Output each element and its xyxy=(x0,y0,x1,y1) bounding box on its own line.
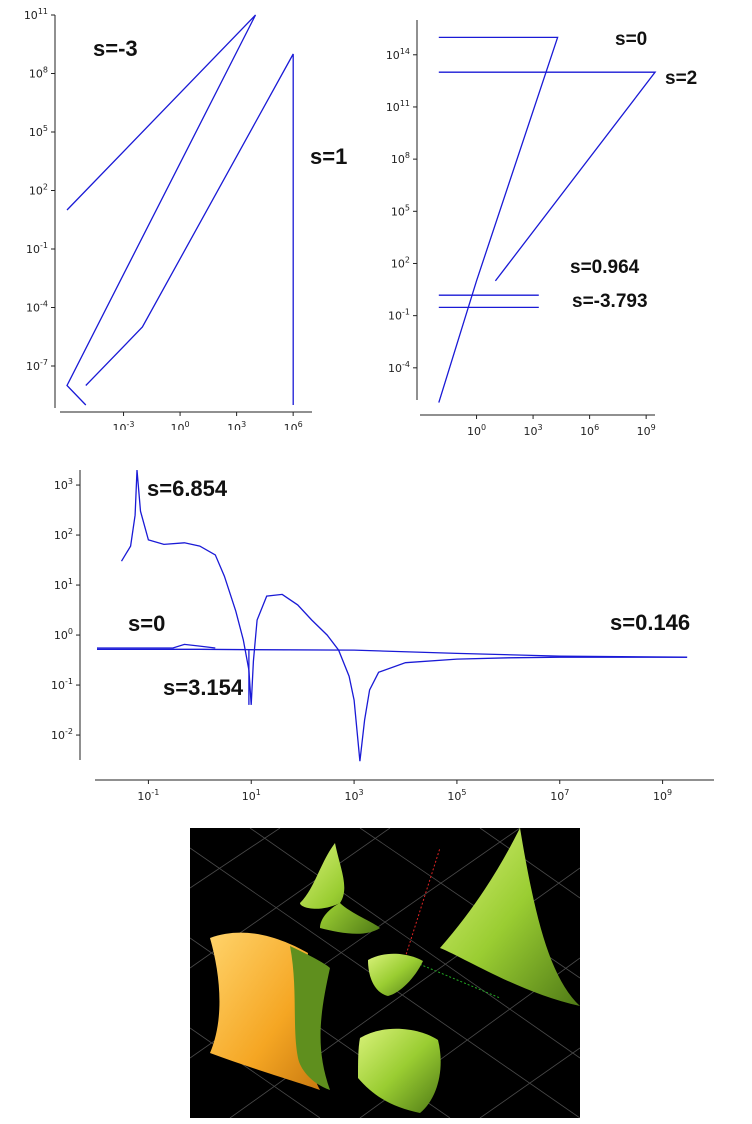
x-tick-label: 106 xyxy=(284,420,303,430)
y-tick-label: 10-4 xyxy=(26,300,48,315)
y-tick-label: 102 xyxy=(29,183,48,198)
y-tick-label: 1014 xyxy=(386,47,410,62)
x-tick-label: 105 xyxy=(447,788,466,803)
chart-2-svg: 100 103 106 109 1014 1011 108 105 102 10-1 10-4 s=0… xyxy=(386,20,697,438)
series-annotation: s=2 xyxy=(665,68,697,89)
x-tick-label: 106 xyxy=(580,423,599,438)
x-tick-label: 107 xyxy=(550,788,569,803)
surface-green-top xyxy=(300,843,380,934)
surface-green-right xyxy=(440,828,580,1006)
x-tick-label: 109 xyxy=(653,788,672,803)
series-annotation: s=3.154 xyxy=(163,675,244,700)
series-line-s-0 xyxy=(438,36,559,403)
series-line-s-1 xyxy=(85,53,294,405)
y-tick-label: 105 xyxy=(29,124,48,139)
series-line-s-0-146 xyxy=(97,648,688,658)
y-tick-label: 10-1 xyxy=(51,677,73,692)
series-annotation: s=0 xyxy=(615,29,647,50)
series-annotation: s=0.146 xyxy=(610,610,690,635)
y-tick-label: 102 xyxy=(54,527,73,542)
x-tick-label: 10-3 xyxy=(113,420,135,430)
chart-panel-3: 10-1 101 103 105 107 109 103 102 101 100 10-1 10-2 s… xyxy=(0,450,752,820)
y-tick-label: 10-1 xyxy=(388,308,410,323)
series-annotation: s=0 xyxy=(128,611,165,636)
y-tick-label: 102 xyxy=(391,255,410,270)
x-tick-label: 101 xyxy=(242,788,261,803)
surface-render xyxy=(189,827,581,1119)
surface-orange-left xyxy=(210,932,320,1090)
chart-3-svg: 10-1 101 103 105 107 109 103 102 101 100 10-1 10-2 s… xyxy=(51,469,714,803)
x-tick-label: 103 xyxy=(227,420,246,430)
series-annotation: s=1 xyxy=(310,144,347,169)
x-tick-label: 100 xyxy=(467,423,486,438)
y-tick-label: 108 xyxy=(391,151,410,166)
series-annotation: s=6.854 xyxy=(147,476,228,501)
y-tick-label: 105 xyxy=(391,203,410,218)
y-tick-label: 10-7 xyxy=(26,358,48,373)
series-annotation: s=-3 xyxy=(93,36,138,61)
x-tick-label: 103 xyxy=(524,423,543,438)
chart-panel-1: 10-3 100 103 106 1011 108 105 102 10-1 10-4 10-7 s=… xyxy=(0,0,370,435)
y-tick-label: 103 xyxy=(54,477,73,492)
x-tick-label: 10-1 xyxy=(137,788,159,803)
y-tick-label: 108 xyxy=(29,66,48,81)
x-tick-label: 103 xyxy=(345,788,364,803)
series-line-s-6-854 xyxy=(120,469,688,762)
x-tick-label: 100 xyxy=(171,420,190,430)
y-tick-label: 1011 xyxy=(386,99,410,114)
y-tick-label: 10-2 xyxy=(51,727,73,742)
y-tick-label: 10-4 xyxy=(388,360,410,375)
x-tick-label: 109 xyxy=(637,423,656,438)
y-tick-label: 100 xyxy=(54,627,73,642)
chart-panel-2: 100 103 106 109 1014 1011 108 105 102 10-1 10-4 s=0… xyxy=(380,0,752,440)
y-tick-label: 101 xyxy=(54,577,73,592)
series-line-s-0 xyxy=(97,643,216,649)
y-tick-label: 10-1 xyxy=(26,241,48,256)
series-annotation: s=-3.793 xyxy=(572,291,648,312)
series-line-s-3 xyxy=(66,14,257,406)
series-annotation: s=0.964 xyxy=(570,257,640,278)
surface-green-center xyxy=(368,953,423,996)
series-line-s-2 xyxy=(438,71,657,282)
surface-green-bottom xyxy=(358,1028,441,1113)
chart-1-svg: 10-3 100 103 106 1011 108 105 102 10-1 10-4 10-7 s=… xyxy=(24,7,348,435)
y-tick-label: 1011 xyxy=(24,7,48,22)
surface-render-svg xyxy=(189,827,581,1119)
surface-green-left-shadow xyxy=(290,946,330,1090)
